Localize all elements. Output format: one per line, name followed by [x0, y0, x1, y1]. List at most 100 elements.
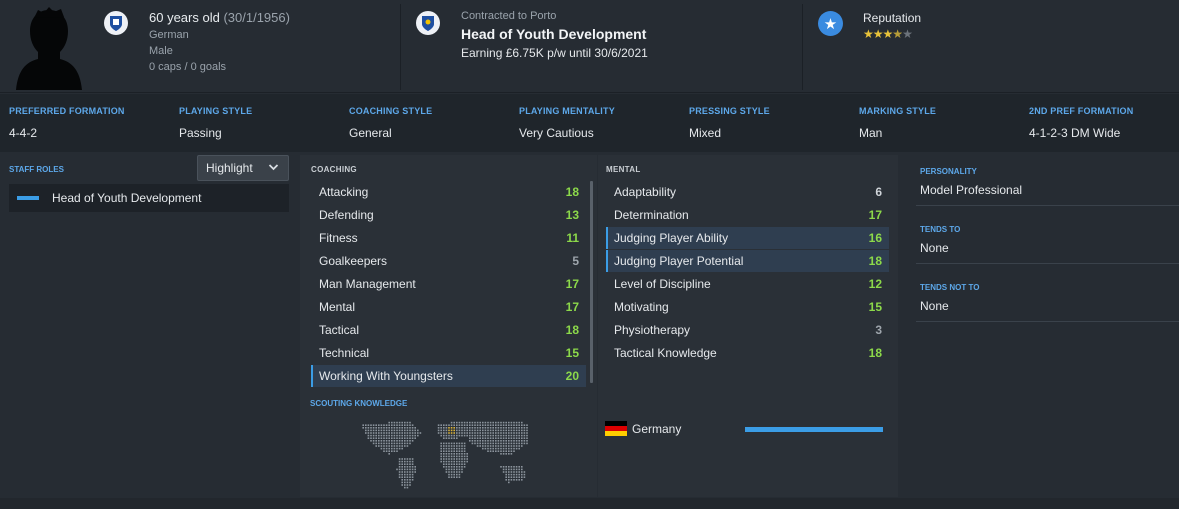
chevron-down-icon: [268, 161, 279, 176]
knowledge-bar: [745, 427, 883, 432]
attribute-row[interactable]: Determination 17: [606, 204, 889, 226]
tactic-value: 4-1-2-3 DM Wide: [1029, 126, 1121, 140]
divider: [916, 205, 1179, 206]
tactic-value: 4-4-2: [9, 126, 38, 140]
tends-not-to-value: None: [920, 299, 949, 313]
tactic-second-formation: 2ND PREF FORMATION 4-1-2-3 DM Wide: [1029, 106, 1133, 140]
attribute-name: Technical: [319, 346, 370, 360]
tactic-label: PLAYING MENTALITY: [519, 106, 615, 116]
attribute-value: 5: [572, 254, 579, 268]
attribute-name: Tactical: [319, 323, 360, 337]
coaching-scrollbar[interactable]: [590, 181, 593, 383]
gender: Male: [149, 45, 173, 57]
country-name: Germany: [632, 421, 682, 436]
reputation-star-icon: ★: [818, 11, 843, 36]
divider: [916, 263, 1179, 264]
scouting-country-row[interactable]: Germany: [605, 421, 681, 436]
nationality: German: [149, 29, 189, 41]
staff-role-item[interactable]: Head of Youth Development: [9, 184, 289, 212]
attribute-name: Judging Player Potential: [614, 254, 744, 268]
attribute-name: Determination: [614, 208, 689, 222]
tactic-coaching-style: COACHING STYLE General: [349, 106, 432, 140]
contracted-club[interactable]: Contracted to Porto: [461, 10, 557, 22]
attribute-row[interactable]: Defending 13: [311, 204, 586, 226]
attribute-row[interactable]: Man Management 17: [311, 273, 586, 295]
tactic-value: General: [349, 126, 392, 140]
attribute-row[interactable]: Motivating 15: [606, 296, 889, 318]
attribute-row[interactable]: Attacking 18: [311, 181, 586, 203]
tends-not-to-block: TENDS NOT TO None: [920, 283, 979, 313]
age-text: 60 years old: [149, 10, 220, 25]
tactic-value: Mixed: [689, 126, 722, 140]
club-crest-icon: [104, 11, 128, 35]
tactical-preferences: PREFERRED FORMATION 4-4-2 PLAYING STYLE …: [0, 94, 1179, 152]
attribute-row[interactable]: Judging Player Potential 18: [606, 250, 889, 272]
tends-not-to-label: TENDS NOT TO: [920, 283, 980, 292]
tactic-label: 2ND PREF FORMATION: [1029, 106, 1134, 116]
attribute-row[interactable]: Adaptability 6: [606, 181, 889, 203]
tactic-value: Passing: [179, 126, 222, 140]
attribute-row[interactable]: Tactical Knowledge 18: [606, 342, 889, 364]
highlight-dropdown[interactable]: Highlight: [197, 155, 289, 181]
attribute-value: 15: [868, 300, 882, 314]
attribute-value: 18: [868, 346, 882, 360]
attribute-name: Working With Youngsters: [319, 369, 453, 383]
attribute-value: 20: [565, 369, 579, 383]
attribute-value: 17: [565, 277, 579, 291]
contract-info: Contracted to Porto Head of Youth Develo…: [461, 10, 648, 60]
attribute-value: 11: [566, 231, 579, 245]
scouting-knowledge-title: SCOUTING KNOWLEDGE: [310, 399, 408, 408]
attribute-name: Tactical Knowledge: [614, 346, 717, 360]
attribute-name: Level of Discipline: [614, 277, 711, 291]
attribute-row[interactable]: Tactical 18: [311, 319, 586, 341]
attribute-row[interactable]: Physiotherapy 3: [606, 319, 889, 341]
footer-strip: [0, 498, 1179, 509]
tends-to-block: TENDS TO None: [920, 225, 960, 255]
attribute-name: Goalkeepers: [319, 254, 388, 268]
personal-info: 60 years old (30/1/1956) German Male 0 c…: [149, 10, 290, 73]
tends-to-value: None: [920, 241, 949, 255]
world-map-image[interactable]: [350, 412, 540, 492]
divider: [802, 4, 803, 90]
attribute-value: 18: [565, 185, 579, 199]
tactic-playing-style: PLAYING STYLE Passing: [179, 106, 252, 140]
attribute-row[interactable]: Technical 15: [311, 342, 586, 364]
staff-role-label: Head of Youth Development: [52, 191, 202, 205]
attribute-value: 17: [868, 208, 882, 222]
attribute-row[interactable]: Fitness 11: [311, 227, 586, 249]
attribute-row[interactable]: Working With Youngsters 20: [311, 365, 586, 387]
attribute-name: Fitness: [319, 231, 358, 245]
personality-value: Model Professional: [920, 183, 1023, 197]
tactic-playing-mentality: PLAYING MENTALITY Very Cautious: [519, 106, 615, 140]
job-title: Head of Youth Development: [461, 26, 647, 42]
tends-to-label: TENDS TO: [920, 225, 961, 234]
tactic-marking-style: MARKING STYLE Man: [859, 106, 936, 140]
attribute-value: 17: [565, 300, 579, 314]
attribute-name: Adaptability: [614, 185, 677, 199]
tactic-label: MARKING STYLE: [859, 106, 937, 116]
knowledge-bar-fill: [745, 427, 883, 432]
attribute-name: Judging Player Ability: [614, 231, 729, 245]
star-icon: ★: [872, 27, 884, 41]
attribute-row[interactable]: Level of Discipline 12: [606, 273, 889, 295]
tactic-label: PLAYING STYLE: [179, 106, 253, 116]
attribute-value: 3: [875, 323, 882, 337]
attribute-row[interactable]: Goalkeepers 5: [311, 250, 586, 272]
attribute-value: 18: [868, 254, 882, 268]
reputation-label: Reputation: [863, 11, 922, 25]
attribute-value: 16: [868, 231, 882, 245]
caps-goals: 0 caps / 0 goals: [149, 61, 227, 73]
personality-block: PERSONALITY Model Professional: [920, 167, 1022, 197]
star-icon: ★: [892, 27, 903, 41]
coaching-panel: [300, 155, 597, 497]
star-icon: ★: [882, 27, 894, 41]
attribute-row[interactable]: Mental 17: [311, 296, 586, 318]
attribute-value: 18: [565, 323, 579, 337]
attribute-row[interactable]: Judging Player Ability 16: [606, 227, 889, 249]
tactic-label: PREFERRED FORMATION: [9, 106, 125, 116]
highlight-label: Highlight: [206, 161, 253, 175]
profile-header: 60 years old (30/1/1956) German Male 0 c…: [0, 0, 1179, 93]
attribute-value: 15: [565, 346, 579, 360]
porto-crest-icon[interactable]: [416, 11, 440, 35]
attribute-name: Man Management: [319, 277, 416, 291]
